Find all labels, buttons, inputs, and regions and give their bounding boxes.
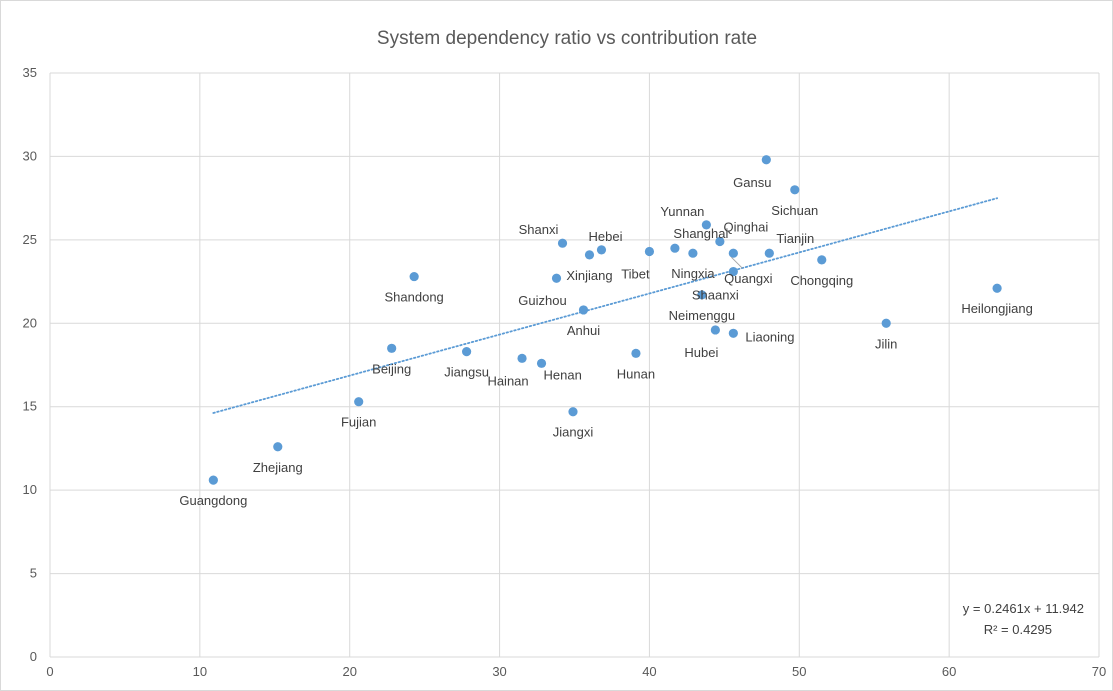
point-label: Hunan xyxy=(617,366,655,381)
data-point xyxy=(409,271,419,282)
x-tick-label: 70 xyxy=(1092,664,1106,679)
data-point xyxy=(354,397,364,407)
y-tick-label: 0 xyxy=(30,649,37,664)
y-tick-label: 25 xyxy=(23,232,37,247)
data-point xyxy=(697,290,707,300)
data-point xyxy=(761,155,771,165)
point-label: Neimenggu xyxy=(669,308,736,323)
point-label: Xinjiang xyxy=(566,268,612,283)
y-tick-label: 30 xyxy=(23,148,37,163)
x-tick-label: 50 xyxy=(792,664,806,679)
chart-title: System dependency ratio vs contribution … xyxy=(377,28,757,49)
point-label: Shanghai xyxy=(673,226,728,241)
point-label: Fujian xyxy=(341,415,376,430)
x-tick-label: 0 xyxy=(46,664,53,679)
point-label: Guizhou xyxy=(518,293,566,308)
data-point xyxy=(536,358,547,368)
point-label: Shaanxi xyxy=(692,288,739,303)
point-label: Liaoning xyxy=(745,329,794,344)
x-tick-label: 30 xyxy=(492,664,506,679)
data-point xyxy=(728,328,738,338)
y-tick-label: 35 xyxy=(23,65,37,80)
data-point xyxy=(881,318,891,328)
point-label: Chongqing xyxy=(790,273,853,288)
point-label: Tibet xyxy=(621,267,650,282)
point-label: Hebei xyxy=(588,229,622,244)
grid-lines xyxy=(49,72,1100,658)
data-point xyxy=(631,348,641,358)
point-label: Henan xyxy=(544,367,582,382)
data-point xyxy=(644,246,655,257)
point-label: Ningxia xyxy=(671,266,715,281)
point-label: Jiangxi xyxy=(553,425,594,440)
data-point xyxy=(596,245,607,255)
data-point xyxy=(387,343,397,353)
data-point xyxy=(557,238,568,248)
data-point xyxy=(208,475,218,485)
y-tick-label: 20 xyxy=(23,315,37,330)
point-label: Quangxi xyxy=(724,271,773,286)
point-label: Qinghai xyxy=(723,220,768,235)
point-label: Shanxi xyxy=(519,222,559,237)
point-label: Gansu xyxy=(733,175,771,190)
point-label: Heilongjiang xyxy=(961,301,1033,316)
point-label: Anhui xyxy=(567,323,600,338)
data-point xyxy=(715,236,725,247)
point-label: Beijing xyxy=(372,361,411,376)
data-point xyxy=(670,243,680,253)
point-label: Sichuan xyxy=(771,203,818,218)
x-tick-label: 40 xyxy=(642,664,656,679)
data-point xyxy=(992,283,1002,293)
data-point xyxy=(517,353,527,363)
x-tick-label: 10 xyxy=(193,664,207,679)
trendline xyxy=(212,197,998,414)
data-point xyxy=(701,220,711,230)
data-point xyxy=(462,347,472,357)
data-point xyxy=(817,255,827,265)
data-point xyxy=(578,305,589,315)
point-label: Jilin xyxy=(875,336,897,351)
trendline-group xyxy=(212,197,998,414)
y-tick-label: 15 xyxy=(23,399,37,414)
data-point xyxy=(688,248,698,258)
trendline-equation: y = 0.2461x + 11.942 xyxy=(963,601,1084,616)
y-tick-label: 5 xyxy=(30,566,37,581)
trendline-r2: R² = 0.4295 xyxy=(984,622,1052,637)
point-label: Guangdong xyxy=(179,493,247,508)
point-label: Shandong xyxy=(385,290,444,305)
data-point xyxy=(764,248,774,258)
point-label: Jiangsu xyxy=(444,365,489,380)
x-tick-label: 20 xyxy=(342,664,356,679)
data-point xyxy=(728,248,738,258)
point-label: Yunnan xyxy=(660,204,704,219)
label-leader-line xyxy=(730,256,743,269)
data-point xyxy=(551,273,562,283)
data-point xyxy=(584,250,595,260)
y-tick-label: 10 xyxy=(23,482,37,497)
data-point xyxy=(710,325,720,335)
data-point xyxy=(273,442,283,452)
data-point xyxy=(568,407,578,417)
point-label: Hainan xyxy=(487,373,528,388)
axis-tick-labels: 0 5 10 15 20 25 30 35 0 10 20 30 40 50 60 70 xyxy=(23,65,1107,679)
x-tick-label: 60 xyxy=(942,664,956,679)
point-label: Tianjin xyxy=(776,231,814,246)
data-point xyxy=(728,266,738,277)
data-points xyxy=(208,155,1002,485)
data-point xyxy=(790,185,800,195)
point-label: Hubei xyxy=(684,345,718,360)
point-label: Zhejiang xyxy=(253,460,303,475)
